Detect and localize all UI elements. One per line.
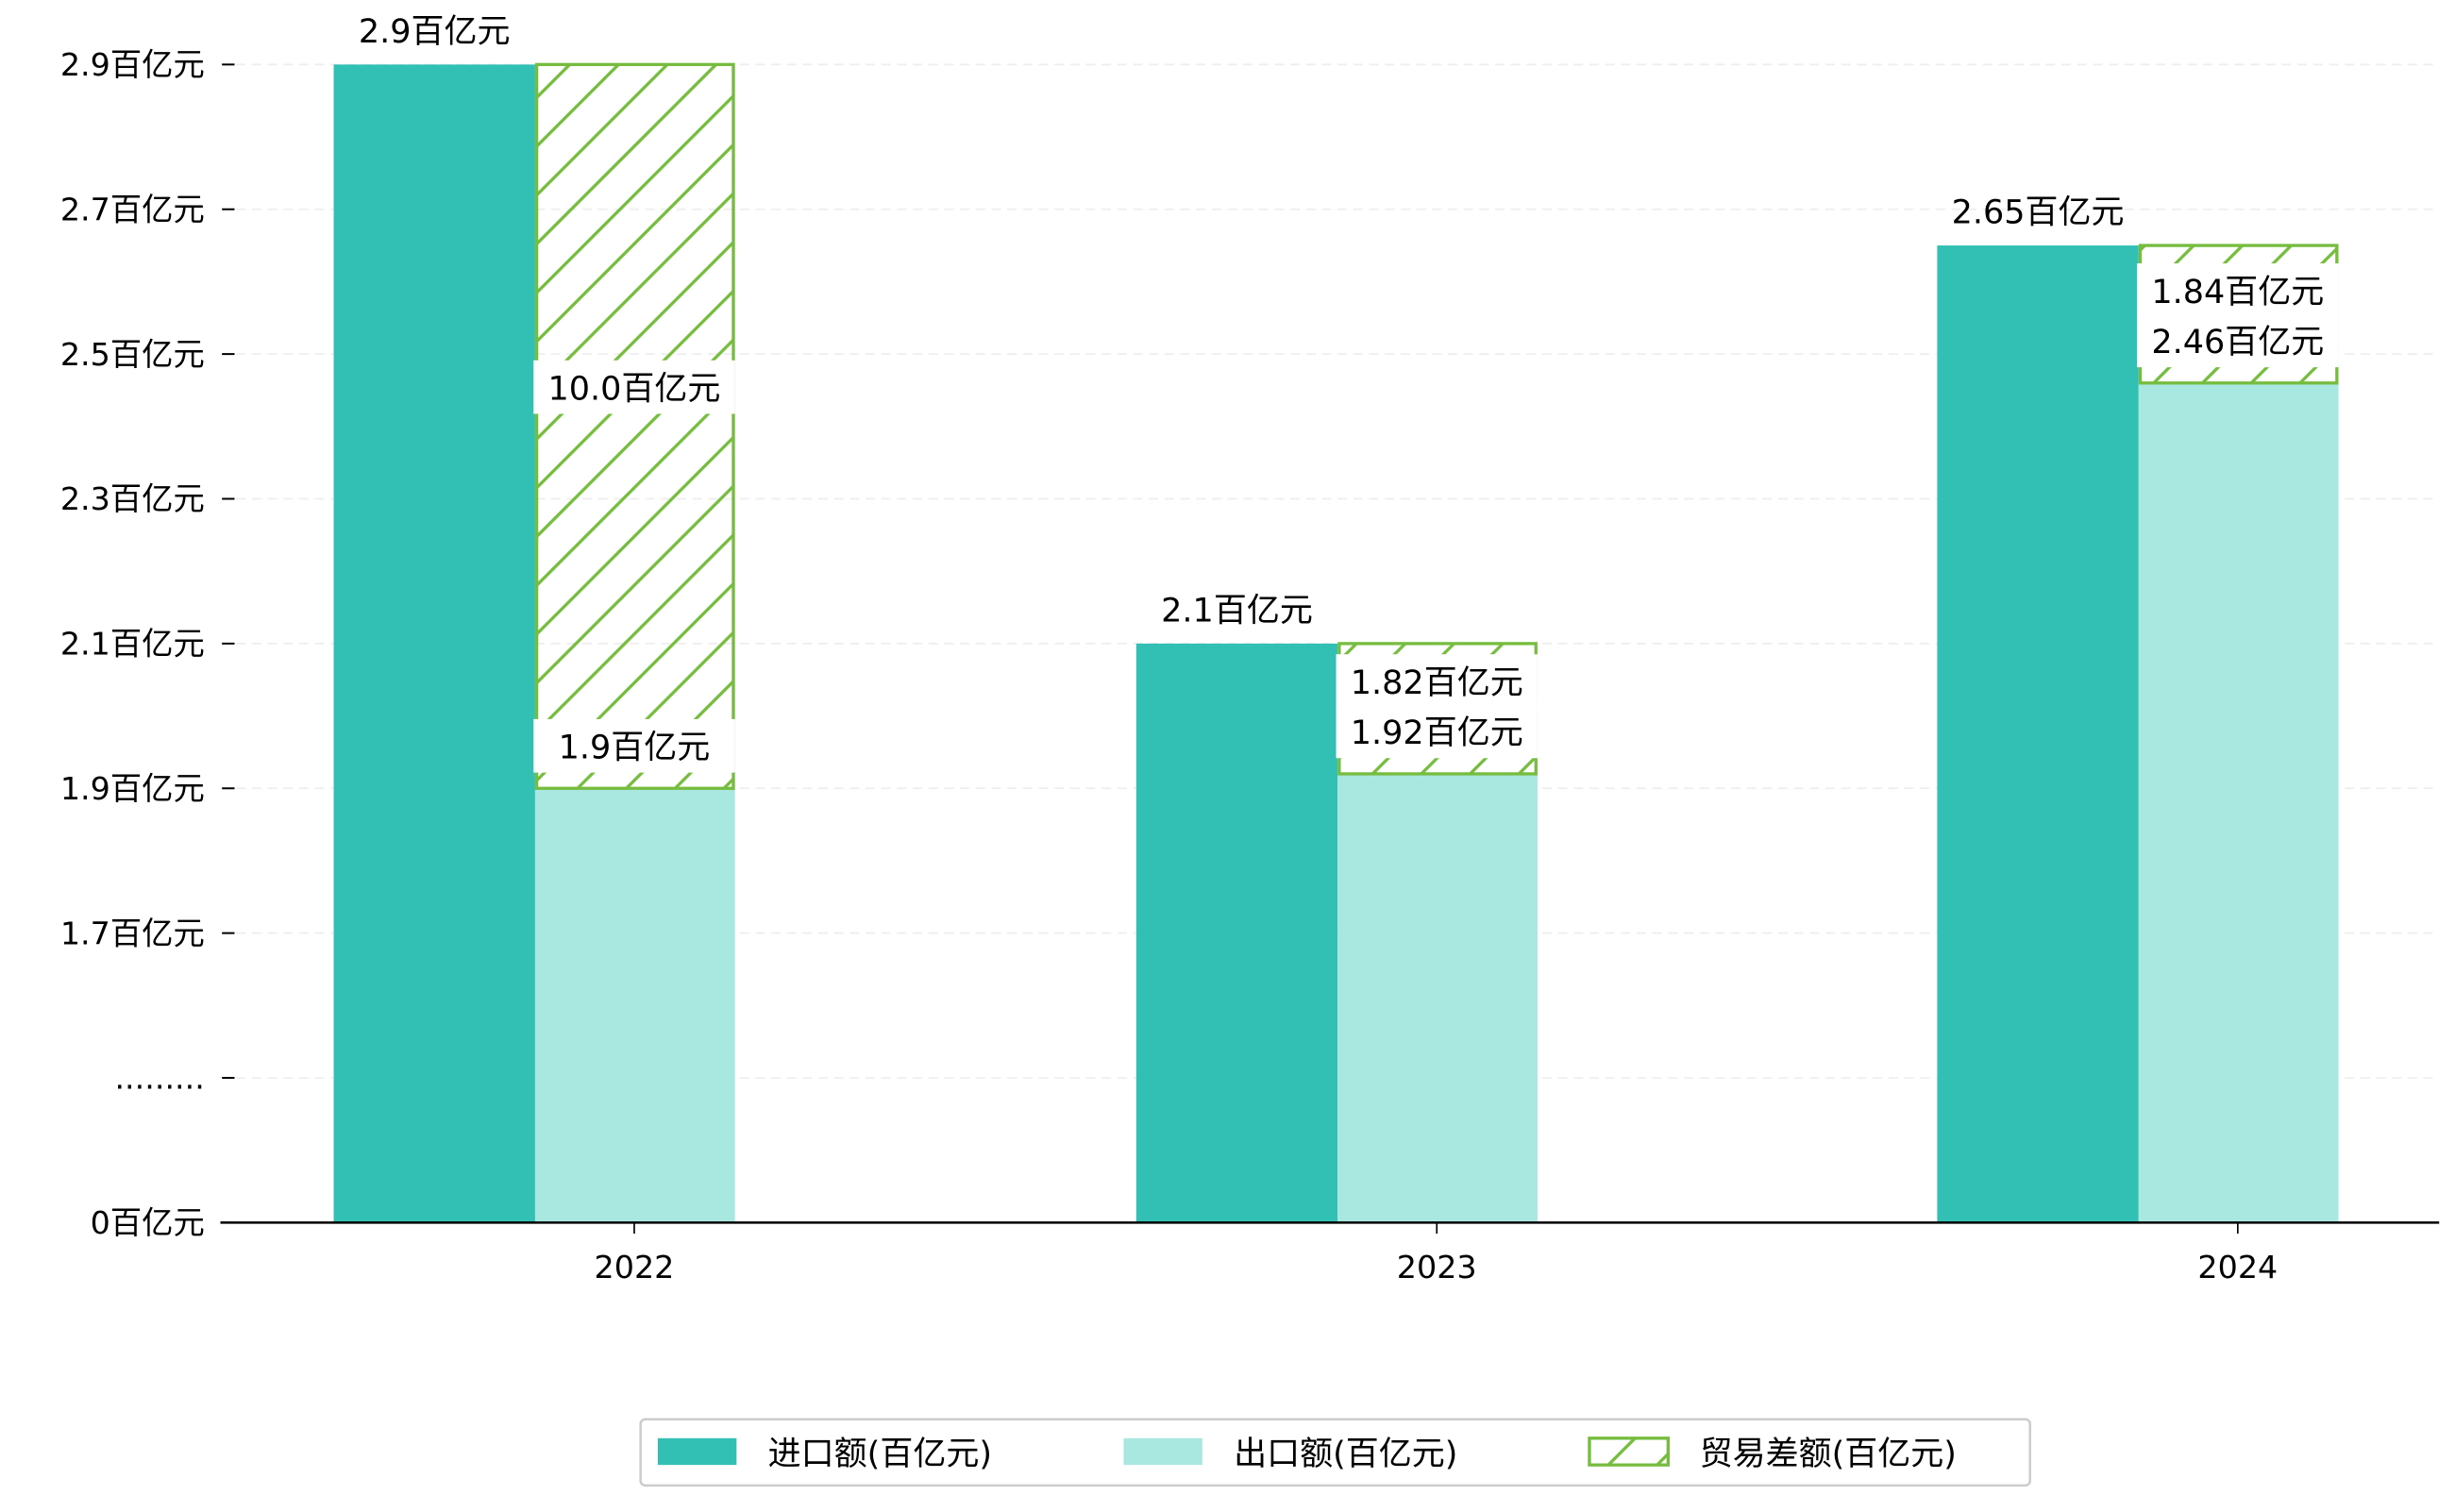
bar-import-2023	[1135, 643, 1338, 1223]
legend-frame	[639, 1418, 2032, 1487]
x-tick-label: 2022	[595, 1249, 675, 1285]
legend-swatch	[657, 1437, 737, 1466]
y-tick-label: 2.1百亿元	[60, 626, 205, 663]
trade-balance-data-label-bg	[2137, 263, 2339, 317]
export-data-label-bg	[533, 718, 735, 773]
y-tick-label: 0百亿元	[91, 1204, 205, 1241]
trade-balance-data-label: 1.82百亿元	[1351, 664, 1523, 702]
legend-swatch	[1123, 1437, 1202, 1466]
bar-trade-balance-2022	[534, 62, 735, 790]
trade-balance-data-label-bg	[533, 360, 735, 414]
y-tick-label: 2.3百亿元	[60, 480, 205, 517]
legend-swatch	[1588, 1436, 1670, 1467]
bar-export-2023	[1337, 773, 1538, 1223]
bar-export-2024	[2138, 382, 2339, 1223]
export-data-label-bg	[1336, 704, 1538, 759]
trade-balance-data-label-bg	[1336, 654, 1538, 708]
y-tick-label: 2.9百亿元	[60, 46, 205, 83]
y-tick-label: 2.7百亿元	[60, 191, 205, 227]
bar-import-2024	[1937, 245, 2139, 1223]
trade-balance-data-label: 10.0百亿元	[548, 370, 721, 408]
legend: 进口额(百亿元) 出口额(百亿元) 贸易差额(百亿元)	[639, 1418, 2032, 1487]
export-data-label: 1.92百亿元	[1351, 714, 1523, 752]
y-tick-label: 1.7百亿元	[60, 915, 205, 951]
x-tick-label: 2024	[2197, 1249, 2278, 1285]
import-data-label: 2.1百亿元	[1161, 593, 1313, 630]
import-data-label: 2.9百亿元	[359, 13, 511, 51]
legend-label: 出口额(百亿元)	[1234, 1436, 1457, 1473]
trade-balance-data-label: 1.84百亿元	[2151, 274, 2324, 311]
legend-label: 贸易差额(百亿元)	[1700, 1436, 1957, 1473]
bar-export-2022	[534, 788, 735, 1223]
y-tick-label: .........	[114, 1060, 204, 1097]
export-data-label: 1.9百亿元	[559, 730, 711, 767]
y-tick-label: 1.9百亿元	[60, 770, 205, 807]
import-data-label: 2.65百亿元	[1952, 194, 2125, 232]
legend-label: 进口额(百亿元)	[768, 1436, 992, 1473]
export-data-label: 2.46百亿元	[2151, 324, 2324, 361]
y-tick-label: 2.5百亿元	[60, 336, 205, 373]
bar-import-2022	[333, 64, 535, 1223]
x-tick-label: 2023	[1397, 1249, 1477, 1285]
export-data-label-bg	[2137, 313, 2339, 368]
